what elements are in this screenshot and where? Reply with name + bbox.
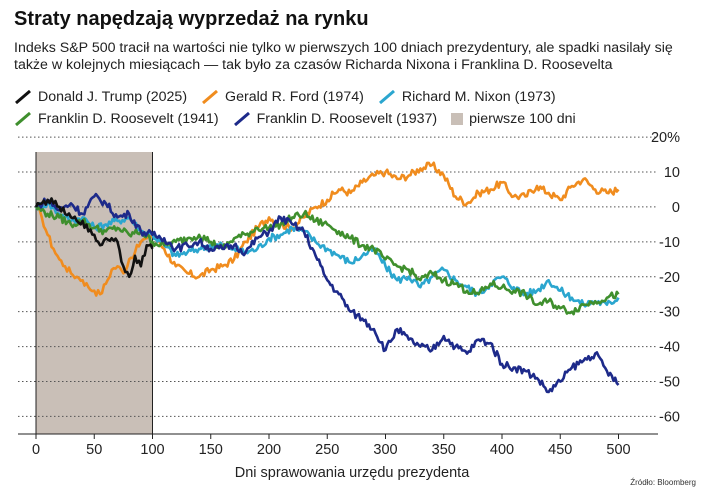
x-tick-label: 500 xyxy=(606,442,630,458)
x-tick-label: 100 xyxy=(140,442,164,458)
legend-label-fdr37: Franklin D. Roosevelt (1937) xyxy=(256,111,438,127)
legend-item-fdr41: Franklin D. Roosevelt (1941) xyxy=(14,111,219,127)
y-tick-label: -30 xyxy=(659,305,680,321)
chart-subtitle: Indeks S&P 500 tracił na wartości nie ty… xyxy=(14,40,673,73)
chart-title: Straty napędzają wyprzedaż na rynku xyxy=(14,8,369,30)
y-tick-label: 10 xyxy=(664,165,680,181)
y-tick-label: 0 xyxy=(672,200,680,216)
y-tick-label: -10 xyxy=(659,235,680,251)
legend: Donald J. Trump (2025) Gerald R. Ford (1… xyxy=(14,86,694,130)
legend-item-trump: Donald J. Trump (2025) xyxy=(14,89,187,105)
legend-marker-fdr37 xyxy=(233,112,250,126)
y-tick-label: -20 xyxy=(659,270,680,286)
legend-item-ford: Gerald R. Ford (1974) xyxy=(201,89,364,105)
legend-marker-nixon xyxy=(378,90,395,104)
legend-label-ford: Gerald R. Ford (1974) xyxy=(225,89,364,105)
x-tick-label: 300 xyxy=(373,442,397,458)
y-tick-label: 20% xyxy=(651,130,680,146)
legend-label-trump: Donald J. Trump (2025) xyxy=(38,89,188,105)
legend-marker-fdr41 xyxy=(15,112,31,126)
x-tick-label: 0 xyxy=(32,442,40,458)
legend-marker-ford xyxy=(202,90,219,104)
x-tick-label: 350 xyxy=(432,442,456,458)
legend-label-fdr41: Franklin D. Roosevelt (1941) xyxy=(38,111,219,127)
x-tick-label: 250 xyxy=(315,442,339,458)
legend-swatch-shade xyxy=(451,113,464,125)
series-line-donald-j-trump-2025 xyxy=(34,197,154,279)
x-tick-label: 150 xyxy=(199,442,223,458)
y-tick-label: -50 xyxy=(659,375,680,391)
x-tick-label: 450 xyxy=(548,442,572,458)
legend-item-nixon: Richard M. Nixon (1973) xyxy=(378,89,556,105)
x-tick-label: 400 xyxy=(490,442,514,458)
y-tick-label: -40 xyxy=(659,340,680,356)
y-tick-label: -60 xyxy=(659,409,680,425)
legend-item-fdr37: Franklin D. Roosevelt (1937) xyxy=(233,111,438,127)
legend-marker-trump xyxy=(15,90,31,104)
x-tick-label: 200 xyxy=(257,442,281,458)
series-line-franklin-d-roosevelt-1941 xyxy=(34,205,620,316)
series-line-franklin-d-roosevelt-1937 xyxy=(35,192,620,394)
x-tick-label: 50 xyxy=(86,442,102,458)
legend-label-nixon: Richard M. Nixon (1973) xyxy=(401,89,556,105)
source-note: Źródło: Bloomberg xyxy=(630,478,696,487)
legend-label-shade: pierwsze 100 dni xyxy=(469,111,576,127)
legend-item-shade: pierwsze 100 dni xyxy=(451,111,576,127)
x-axis-title: Dni sprawowania urzędu prezydenta xyxy=(235,465,470,481)
